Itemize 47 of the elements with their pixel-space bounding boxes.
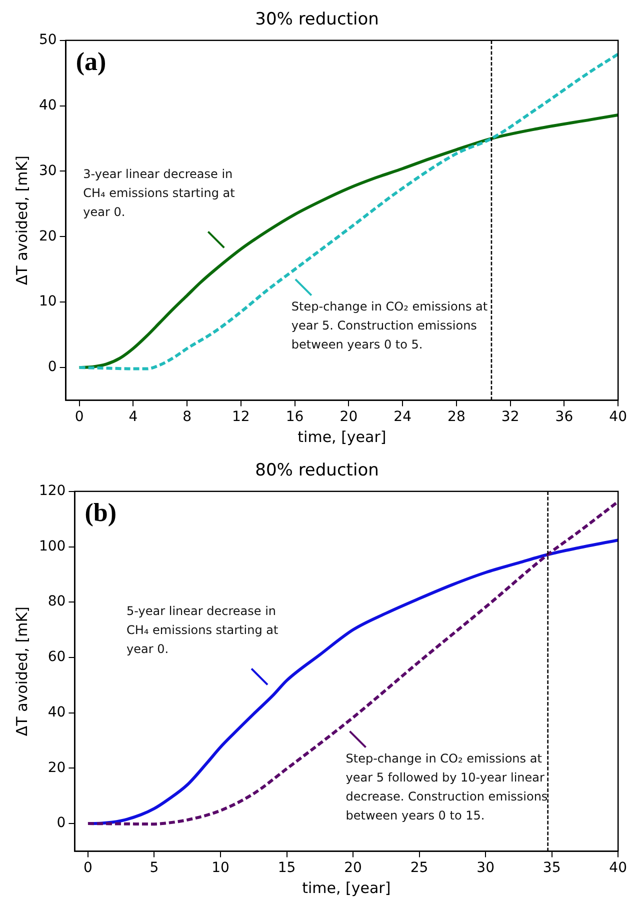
x-tick-label: 20 [344,860,362,876]
y-tick-label: 10 [38,294,57,310]
y-tick-label: 120 [38,483,66,500]
line-series [78,113,618,369]
x-tick-label: 30 [476,860,494,876]
y-tick-label: 80 [48,594,66,610]
chart-title: 80% reduction [255,460,379,481]
x-axis-title: time, [year] [298,428,386,446]
x-tick-label: 32 [501,409,520,426]
x-tick-label: 8 [182,409,192,426]
x-tick-label: 4 [128,409,138,426]
x-tick-label: 10 [212,860,230,876]
y-tick-label: 30 [38,162,57,179]
annotation: 3-year linear decrease in CH₄ emissions starting at year 0. [83,166,236,219]
x-tick-label: 15 [278,860,296,876]
y-tick-label: 40 [48,704,66,720]
y-axis-title: ΔT avoided, [mK] [12,606,31,736]
y-tick-label: 100 [38,538,66,554]
x-tick-label: 5 [150,860,159,876]
y-tick-label: 40 [38,97,57,114]
x-tick-label: 25 [410,860,428,876]
x-tick-label: 40 [609,409,628,426]
annotation: Step-change in CO₂ emissions at year 5 followed by 10-year linear decrease. Construction emissions between years 0 to 15. [346,751,548,822]
x-tick-label: 16 [286,409,304,426]
y-tick-label: 0 [48,359,57,376]
y-axis-title: ΔT avoided, [mK] [12,156,31,286]
chart-title: 30% reduction [255,10,379,30]
x-tick-label: 28 [448,409,466,426]
annotation: Step-change in CO₂ emissions at year 5. Construction emissions between years 0 to 5. [291,299,488,352]
y-tick-label: 50 [38,32,57,48]
y-tick-label: 20 [48,760,66,776]
y-tick-label: 20 [38,228,57,244]
x-tick-label: 36 [555,409,574,426]
line-series [78,52,618,370]
x-tick-label: 0 [74,409,84,426]
x-tick-label: 20 [340,409,358,426]
annotation: (a) [76,47,106,76]
y-tick-label: 60 [48,649,66,666]
annotation: 5-year linear decrease in CH₄ emissions starting at year 0. [126,604,278,656]
x-axis-title: time, [year] [302,878,391,897]
annotation: (b) [84,498,117,528]
y-tick-label: 0 [56,815,66,832]
x-tick-label: 35 [542,860,561,876]
x-tick-label: 40 [609,860,628,876]
x-tick-label: 24 [394,409,412,426]
x-tick-label: 12 [232,409,250,426]
x-tick-label: 0 [84,860,92,876]
